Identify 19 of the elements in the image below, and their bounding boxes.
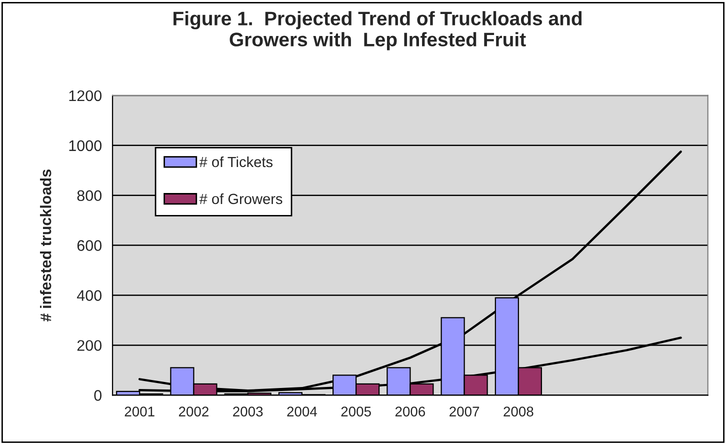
y-tick-label: 400	[76, 290, 102, 301]
x-tick-label: 2002	[178, 406, 208, 416]
y-axis-title: # infested truckloads	[40, 170, 52, 322]
y-tick-label: 200	[77, 340, 102, 351]
x-tick-label: 2004	[287, 406, 317, 416]
x-tick-label: 2005	[341, 406, 371, 416]
legend-label: # of Tickets	[199, 156, 273, 168]
x-tick-label: 2008	[504, 406, 534, 416]
y-tick-label: 1000	[69, 140, 102, 152]
x-tick-label: 2001	[124, 406, 154, 416]
x-tick-label: 2007	[450, 406, 480, 416]
x-tick-label: 2006	[395, 406, 426, 416]
chart-title: Figure 1. Projected Trend of Truckloads and Growers with Lep Infested Fruit	[174, 11, 582, 50]
y-tick-label: 800	[77, 190, 102, 202]
y-tick-label: 1200	[69, 90, 102, 102]
y-tick-label: 600	[77, 240, 102, 251]
x-tick-label: 2003	[233, 406, 263, 416]
legend-label: # of Growers	[199, 193, 282, 204]
y-tick-label: 0	[94, 390, 102, 401]
